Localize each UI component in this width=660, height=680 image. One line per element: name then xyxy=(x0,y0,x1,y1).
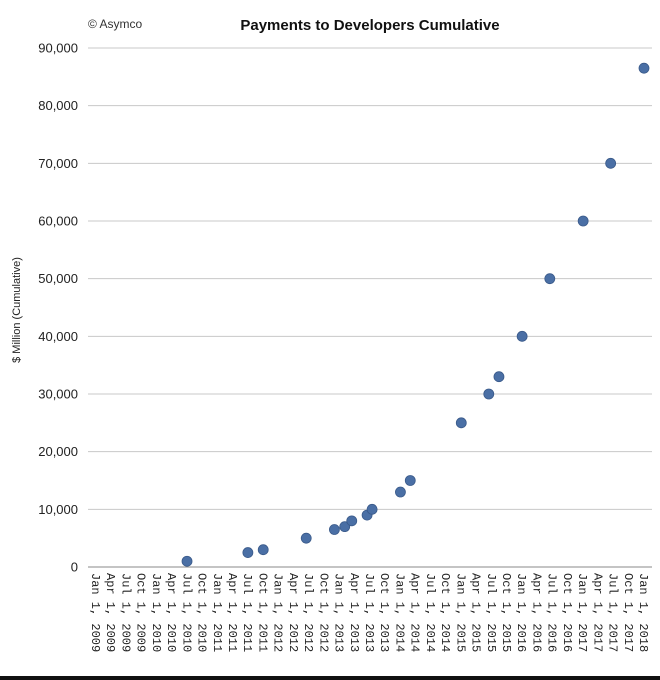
data-point xyxy=(577,215,589,227)
data-point xyxy=(346,515,358,527)
x-tick-label: Jan 1, 2018 xyxy=(636,573,650,652)
x-tick-label: Jul 1, 2011 xyxy=(240,573,254,652)
data-points xyxy=(181,62,650,567)
x-tick-label: Oct 1, 2011 xyxy=(255,573,269,652)
y-tick-label: 70,000 xyxy=(38,156,78,171)
x-tick-label: Apr 1, 2017 xyxy=(590,573,604,652)
x-tick-label: Jul 1, 2012 xyxy=(301,573,315,652)
data-point xyxy=(339,521,351,533)
data-point xyxy=(544,273,556,285)
x-tick-label: Oct 1, 2014 xyxy=(438,573,452,652)
y-tick-label: 80,000 xyxy=(38,98,78,113)
data-point xyxy=(242,547,254,558)
y-tick-label: 10,000 xyxy=(38,502,78,517)
x-tick-label: Apr 1, 2016 xyxy=(529,573,543,652)
data-point xyxy=(638,62,650,74)
x-tick-label: Jul 1, 2014 xyxy=(423,573,437,652)
x-tick-label: Oct 1, 2010 xyxy=(195,573,209,652)
x-tick-label: Jan 1, 2013 xyxy=(332,573,346,652)
y-tick-label: 60,000 xyxy=(38,214,78,229)
x-tick-label: Jul 1, 2010 xyxy=(179,573,193,652)
x-tick-label: Jul 1, 2016 xyxy=(545,573,559,652)
x-tick-labels: Jan 1, 2009 Apr 1, 2009 Jul 1, 2009 Oct 1, … xyxy=(88,573,650,652)
data-point xyxy=(483,388,495,400)
watermark: © Asymco xyxy=(88,17,143,31)
data-point xyxy=(395,486,406,498)
y-tick-label: 50,000 xyxy=(38,271,78,286)
y-tick-label: 30,000 xyxy=(38,387,78,402)
data-point xyxy=(300,532,312,544)
x-tick-label: Jan 1, 2014 xyxy=(392,573,406,652)
x-tick-label: Oct 1, 2017 xyxy=(621,573,635,652)
data-point xyxy=(329,524,340,535)
x-tick-label: Jan 1, 2015 xyxy=(453,573,467,652)
data-point xyxy=(257,544,269,556)
data-point xyxy=(516,330,528,342)
x-tick-label: Oct 1, 2015 xyxy=(499,573,513,652)
x-tick-label: Apr 1, 2013 xyxy=(347,573,361,652)
y-axis-label: $ Million (Cumulative) xyxy=(11,257,23,363)
y-tick-label: 20,000 xyxy=(38,444,78,459)
x-tick-label: Jul 1, 2017 xyxy=(606,573,620,652)
x-tick-label: Jan 1, 2009 xyxy=(88,573,102,652)
x-tick-label: Apr 1, 2015 xyxy=(469,573,483,652)
y-tick-label: 40,000 xyxy=(38,329,78,344)
x-tick-label: Apr 1, 2012 xyxy=(286,573,300,652)
x-tick-label: Apr 1, 2011 xyxy=(225,573,239,652)
data-point xyxy=(181,555,193,567)
x-tick-label: Jan 1, 2010 xyxy=(149,573,163,652)
x-tick-label: Oct 1, 2013 xyxy=(377,573,391,652)
grid-lines xyxy=(88,47,652,568)
x-tick-label: Oct 1, 2009 xyxy=(134,573,148,652)
data-point xyxy=(366,503,378,515)
x-tick-label: Oct 1, 2016 xyxy=(560,573,574,652)
data-point xyxy=(605,157,617,169)
x-tick-label: Apr 1, 2010 xyxy=(164,573,178,652)
x-tick-label: Apr 1, 2014 xyxy=(408,573,422,652)
x-tick-label: Jul 1, 2009 xyxy=(118,573,132,652)
x-tick-label: Jan 1, 2017 xyxy=(575,573,589,652)
x-tick-label: Jan 1, 2011 xyxy=(210,573,224,652)
y-tick-label: 90,000 xyxy=(38,41,78,56)
data-point xyxy=(455,417,467,429)
y-tick-label: 0 xyxy=(71,560,78,575)
y-tick-labels: 0 10,000 20,000 30,000 40,000 50,000 60,000 70,… xyxy=(38,41,78,575)
data-point xyxy=(493,371,505,383)
x-tick-label: Jan 1, 2012 xyxy=(271,573,285,652)
x-tick-label: Apr 1, 2009 xyxy=(103,573,117,652)
bottom-border xyxy=(0,676,660,680)
x-tick-label: Jul 1, 2015 xyxy=(484,573,498,652)
x-tick-label: Jul 1, 2013 xyxy=(362,573,376,652)
x-tick-label: Jan 1, 2016 xyxy=(514,573,528,652)
chart-title: Payments to Developers Cumulative xyxy=(240,17,499,34)
x-tick-label: Oct 1, 2012 xyxy=(316,573,330,652)
data-point xyxy=(404,475,416,486)
